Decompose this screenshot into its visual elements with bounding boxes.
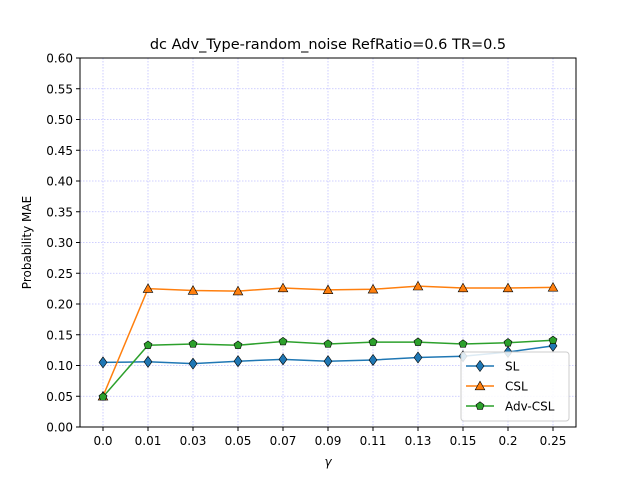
x-tick-label: 0.07 [270, 434, 297, 448]
data-point [322, 284, 334, 294]
x-tick-label: 0.01 [135, 434, 162, 448]
data-point [368, 353, 378, 366]
data-point [278, 353, 288, 366]
y-axis-label: Probability MAE [20, 196, 34, 289]
y-tick-label: 0.50 [46, 113, 73, 127]
legend-marker [475, 401, 485, 410]
data-point [548, 335, 558, 344]
y-tick-label: 0.55 [46, 82, 73, 96]
chart-title: dc Adv_Type-random_noise RefRatio=0.6 TR… [150, 37, 506, 53]
y-tick-label: 0.45 [46, 144, 73, 158]
data-point [233, 355, 243, 368]
x-tick-label: 0.15 [450, 434, 477, 448]
data-point [187, 285, 199, 295]
y-tick-label: 0.30 [46, 236, 73, 250]
x-tick-label: 0.09 [315, 434, 342, 448]
y-tick-label: 0.15 [46, 328, 73, 342]
x-tick-label: 0.05 [225, 434, 252, 448]
x-tick-label: 0.03 [180, 434, 207, 448]
y-tick-label: 0.05 [46, 390, 73, 404]
data-point [458, 339, 468, 348]
legend-label: SL [505, 360, 520, 374]
data-point [547, 281, 559, 292]
legend-label: CSL [505, 380, 528, 394]
data-point [457, 282, 469, 293]
legend-item-adv-csl: Adv-CSL [466, 400, 555, 414]
data-point [368, 337, 378, 346]
y-tick-label: 0.35 [46, 205, 73, 219]
y-axis-ticks: 0.00 0.05 0.10 0.15 0.20 0.25 0.30 0.35 0.40 0.45… [46, 52, 80, 435]
legend-marker [475, 359, 485, 373]
x-axis-label: γ [324, 455, 332, 469]
data-point [143, 355, 153, 368]
y-tick-label: 0.00 [46, 421, 73, 435]
data-point [412, 280, 424, 291]
y-tick-label: 0.60 [46, 52, 73, 66]
data-point [142, 283, 154, 293]
legend-label: Adv-CSL [505, 400, 555, 414]
data-point [413, 351, 423, 364]
data-point [503, 338, 513, 347]
y-tick-label: 0.20 [46, 298, 73, 312]
legend-box [460, 351, 570, 422]
x-tick-label: 0.25 [540, 434, 567, 448]
legend: SL CSL Adv-CSL [460, 351, 570, 422]
data-point [232, 285, 244, 296]
legend-item-csl: CSL [466, 380, 528, 394]
y-tick-label: 0.10 [46, 359, 73, 373]
y-tick-label: 0.25 [46, 267, 73, 281]
data-point [323, 355, 333, 368]
x-tick-label: 0.13 [405, 434, 432, 448]
x-tick-label: 0.11 [360, 434, 387, 448]
x-tick-label: 0.0 [93, 434, 112, 448]
data-point [143, 340, 153, 349]
data-point [98, 392, 108, 401]
data-point [277, 282, 289, 293]
plot-frame [79, 57, 577, 428]
legend-item-sl: SL [466, 360, 520, 374]
data-point [413, 337, 423, 346]
y-tick-label: 0.40 [46, 175, 73, 189]
data-point [367, 283, 379, 294]
data-point [98, 356, 108, 369]
legend-marker [474, 380, 486, 391]
data-point [188, 357, 198, 370]
x-tick-label: 0.2 [498, 434, 517, 448]
x-axis-ticks: 0.0 0.01 0.03 0.05 0.07 0.09 0.11 0.13 0.15 0.2 0.… [93, 427, 566, 448]
data-point [188, 339, 198, 348]
series-adv-csl [98, 335, 558, 401]
data-point [278, 336, 288, 346]
data-point [233, 340, 243, 349]
data-point [323, 339, 333, 348]
data-point [502, 282, 514, 293]
